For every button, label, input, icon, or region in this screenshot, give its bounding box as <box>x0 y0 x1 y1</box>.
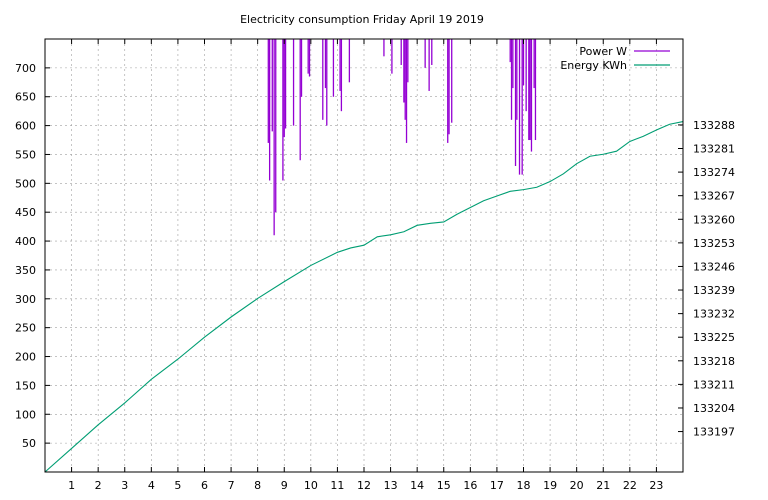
y-tick-label: 400 <box>15 235 36 248</box>
axes: 1 2 3 4 5 6 7 8 9 10 11 12 13 14 15 16 17 18 19 20 21 22 23501… <box>15 39 735 492</box>
x-tick-label: 19 <box>543 479 557 492</box>
x-tick-label: 22 <box>623 479 637 492</box>
y2-tick-label: 133204 <box>693 402 735 415</box>
y2-tick-label: 133253 <box>693 237 735 250</box>
x-tick-label: 9 <box>281 479 288 492</box>
x-tick-label: 1 <box>68 479 75 492</box>
legend-label-energy: Energy KWh <box>560 59 627 72</box>
y-tick-label: 500 <box>15 177 36 190</box>
x-tick-label: 14 <box>410 479 424 492</box>
y2-tick-label: 133218 <box>693 355 735 368</box>
x-tick-label: 4 <box>148 479 155 492</box>
x-tick-label: 6 <box>201 479 208 492</box>
energy-line <box>44 121 684 473</box>
y2-tick-label: 133281 <box>693 143 735 156</box>
y-tick-label: 350 <box>15 264 36 277</box>
x-tick-label: 2 <box>95 479 102 492</box>
y-tick-label: 600 <box>15 120 36 133</box>
y2-tick-label: 133225 <box>693 331 735 344</box>
y-tick-label: 50 <box>22 437 36 450</box>
grid <box>45 39 683 472</box>
y2-tick-label: 133260 <box>693 213 735 226</box>
y2-tick-label: 133232 <box>693 308 735 321</box>
y-tick-label: 200 <box>15 351 36 364</box>
y2-tick-label: 133267 <box>693 190 735 203</box>
y2-tick-label: 133246 <box>693 260 735 273</box>
y2-tick-label: 133288 <box>693 119 735 132</box>
x-tick-label: 12 <box>357 479 371 492</box>
x-tick-label: 3 <box>121 479 128 492</box>
x-tick-label: 13 <box>384 479 398 492</box>
y-tick-label: 100 <box>15 408 36 421</box>
y-tick-label: 450 <box>15 206 36 219</box>
y2-tick-label: 133211 <box>693 378 735 391</box>
y-tick-label: 550 <box>15 148 36 161</box>
y-tick-label: 650 <box>15 91 36 104</box>
x-tick-label: 23 <box>649 479 663 492</box>
x-tick-label: 16 <box>463 479 477 492</box>
energy-series <box>44 121 684 473</box>
y2-tick-label: 133274 <box>693 166 735 179</box>
legend: Power W Energy KWh <box>560 45 670 72</box>
x-tick-label: 18 <box>517 479 531 492</box>
x-tick-label: 5 <box>174 479 181 492</box>
x-tick-label: 20 <box>570 479 584 492</box>
y2-tick-label: 133239 <box>693 284 735 297</box>
legend-label-power: Power W <box>579 45 627 58</box>
x-tick-label: 21 <box>596 479 610 492</box>
y-tick-label: 150 <box>15 379 36 392</box>
x-tick-label: 10 <box>304 479 318 492</box>
y-tick-label: 300 <box>15 293 36 306</box>
y2-tick-label: 133197 <box>693 426 735 439</box>
x-tick-label: 7 <box>228 479 235 492</box>
plot-frame <box>44 38 684 473</box>
y-tick-label: 250 <box>15 322 36 335</box>
x-tick-label: 11 <box>330 479 344 492</box>
x-tick-label: 8 <box>254 479 261 492</box>
chart-title: Electricity consumption Friday April 19 … <box>240 13 484 26</box>
y-tick-label: 700 <box>15 62 36 75</box>
power-series <box>267 39 537 236</box>
x-tick-label: 17 <box>490 479 504 492</box>
x-tick-label: 15 <box>437 479 451 492</box>
